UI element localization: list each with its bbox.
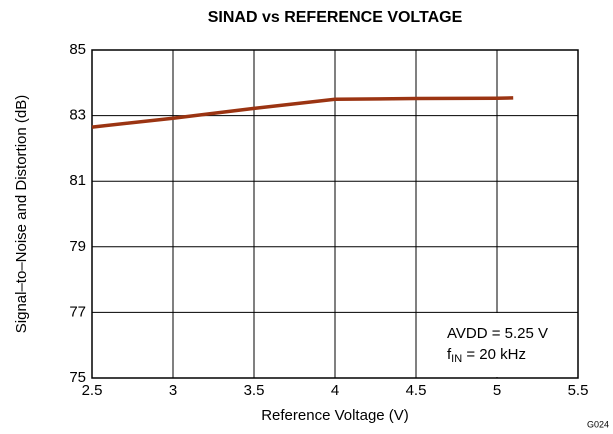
figure-id: G024 [587, 419, 609, 429]
annotation-part: f [447, 346, 452, 363]
x-tick-label: 3.5 [244, 382, 265, 399]
x-tick-label: 4 [331, 382, 339, 399]
y-tick-label: 83 [69, 107, 86, 124]
annotation-part: = 20 kHz [462, 346, 526, 363]
x-tick-label: 5.5 [568, 382, 589, 399]
y-axis-label: Signal–to–Noise and Distortion (dB) [13, 95, 30, 333]
annotation: AVDD = 5.25 V [447, 325, 548, 342]
annotation: fIN = 20 kHz [447, 346, 526, 365]
x-axis-label: Reference Voltage (V) [261, 407, 409, 424]
x-tick-label: 5 [493, 382, 501, 399]
chart-title: SINAD vs REFERENCE VOLTAGE [208, 9, 463, 26]
y-tick-label: 81 [69, 172, 86, 189]
y-tick-label: 79 [69, 238, 86, 255]
plot-frame [91, 49, 579, 379]
x-tick-label: 3 [169, 382, 177, 399]
annotation-part: IN [451, 353, 462, 365]
x-tick-label: 4.5 [406, 382, 427, 399]
y-tick-label: 75 [69, 369, 86, 386]
y-tick-label: 85 [69, 41, 86, 58]
x-tick-label: 2.5 [82, 382, 103, 399]
data-line [91, 96, 514, 129]
annotation-box [432, 313, 577, 377]
y-tick-label: 77 [69, 303, 86, 320]
